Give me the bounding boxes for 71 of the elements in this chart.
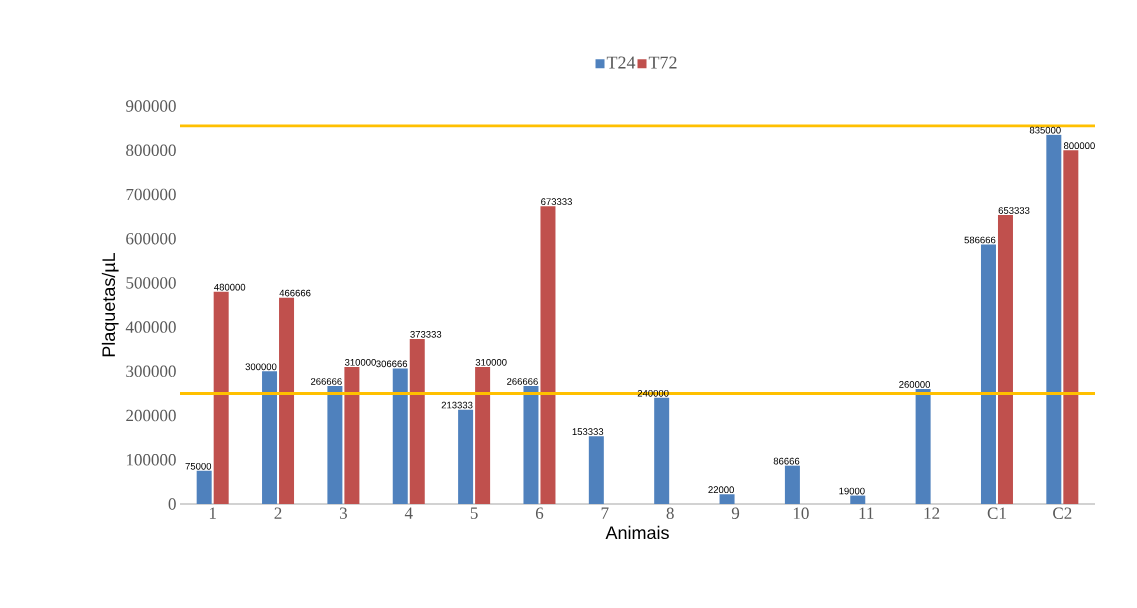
legend-label: T72 [648, 56, 677, 69]
x-axis-title: Animais [605, 525, 669, 540]
y-tick-label: 400000 [125, 321, 176, 333]
data-label: 586666 [964, 236, 996, 244]
data-label: 19000 [839, 487, 865, 495]
bar [719, 494, 735, 504]
x-tick-label: 5 [470, 507, 478, 519]
y-tick-label: 0 [168, 498, 176, 510]
bar [475, 366, 491, 504]
bar [915, 389, 931, 504]
x-tick-label: 3 [339, 507, 347, 519]
bar [458, 409, 474, 504]
bar [523, 386, 539, 504]
data-label: 310000 [475, 358, 507, 366]
data-label: 835000 [1029, 126, 1061, 134]
data-label: 75000 [185, 462, 212, 470]
bar [327, 386, 343, 504]
data-label: 86666 [773, 457, 800, 465]
data-label: 306666 [376, 360, 408, 368]
data-label: 373333 [410, 330, 442, 338]
data-label: 260000 [899, 381, 931, 388]
legend-label: T24 [606, 56, 636, 69]
y-tick-label: 300000 [126, 365, 176, 378]
y-tick-label: 200000 [126, 409, 176, 422]
data-label: 800000 [1063, 142, 1095, 150]
bar [1063, 150, 1079, 504]
data-label: 266666 [507, 378, 538, 385]
y-tick-label: 900000 [126, 100, 176, 112]
data-label: 300000 [245, 363, 277, 371]
x-tick-label: C1 [987, 507, 1006, 519]
y-tick-label: 800000 [126, 144, 176, 156]
bar [409, 338, 425, 504]
bar [997, 215, 1013, 504]
x-tick-label: C2 [1053, 507, 1072, 519]
data-label: 480000 [214, 283, 246, 291]
bar [1046, 134, 1062, 504]
x-tick-label: 11 [859, 507, 874, 519]
x-tick-label: 4 [404, 507, 413, 519]
data-label: 22000 [708, 486, 734, 494]
bar [784, 465, 800, 504]
bar [654, 397, 670, 504]
x-tick-label: 10 [793, 507, 809, 520]
x-tick-label: 2 [274, 507, 282, 519]
data-label: 153333 [572, 428, 604, 435]
y-tick-label: 700000 [126, 188, 176, 201]
data-label: 466666 [279, 289, 311, 297]
data-label: 310000 [344, 358, 376, 366]
bar [850, 495, 866, 504]
x-tick-label: 8 [666, 507, 674, 520]
x-tick-label: 6 [535, 507, 544, 519]
data-label: 673333 [541, 198, 572, 206]
y-tick-label: 600000 [126, 232, 176, 245]
bar [540, 206, 556, 504]
bar [392, 368, 408, 504]
data-label: 213333 [441, 401, 473, 409]
y-tick-label: 100000 [126, 454, 176, 466]
x-tick-label: 1 [209, 507, 216, 519]
bar [213, 291, 229, 504]
data-label: 653333 [998, 207, 1030, 214]
x-tick-label: 7 [601, 507, 609, 519]
x-tick-label: 9 [731, 507, 740, 519]
x-tick-label: 12 [924, 507, 940, 519]
bar [196, 470, 212, 504]
y-axis-title: Plaquetas/µL [101, 252, 119, 357]
bar [344, 366, 360, 504]
y-tick-label: 500000 [126, 277, 176, 289]
data-label: 266666 [310, 378, 342, 385]
bar [980, 244, 996, 504]
bar [279, 297, 295, 504]
bar [588, 436, 604, 504]
bar [262, 371, 278, 504]
